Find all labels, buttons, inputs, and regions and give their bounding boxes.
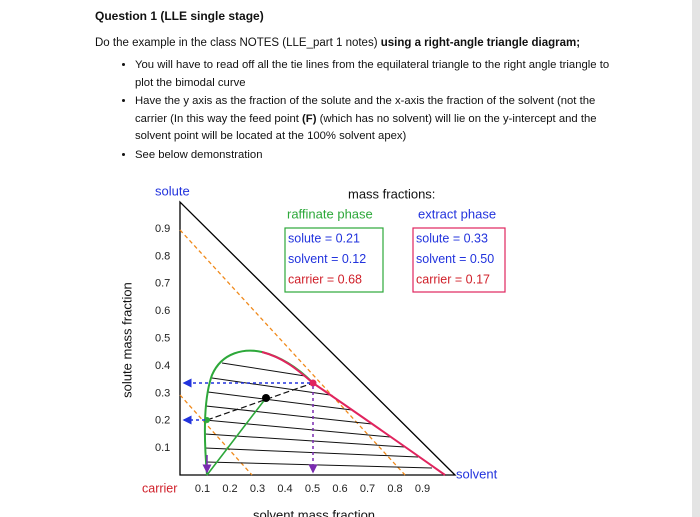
raffinate-title: raffinate phase — [287, 206, 373, 221]
y-tick-label: 0.2 — [155, 415, 170, 427]
x-tick-label: 0.7 — [360, 483, 375, 495]
y-tick-label: 0.9 — [155, 223, 170, 235]
apex-right: solvent — [456, 466, 498, 481]
intro: Do the example in the class NOTES (LLE_p… — [95, 37, 580, 49]
apex-top: solute — [155, 183, 190, 198]
y-tick-label: 0.3 — [155, 387, 170, 399]
x-tick-label: 0.4 — [277, 483, 292, 495]
operating-line — [206, 382, 314, 421]
bullet-list: You will have to read off all the tie li… — [100, 57, 615, 165]
extract-value: solvent = 0.50 — [416, 252, 494, 266]
bullet: You will have to read off all the tie li… — [135, 57, 615, 92]
question-title: Question 1 (LLE single stage) — [95, 9, 264, 23]
x-tick-label: 0.3 — [250, 483, 265, 495]
raffinate-box — [284, 227, 384, 293]
x-tick-label: 0.6 — [332, 483, 347, 495]
y-tick-label: 0.6 — [155, 305, 170, 317]
extract-value: solute = 0.33 — [416, 231, 488, 245]
x-tick-label: 0.8 — [387, 483, 402, 495]
tie-lines — [204, 362, 433, 469]
bullet-text: (which has no solvent) will lie on the y… — [135, 112, 597, 143]
mass-fractions-title: mass fractions: — [348, 186, 435, 201]
raffinate-value: solute = 0.21 — [288, 231, 360, 245]
extract-curve — [261, 351, 446, 476]
intro-bold: using a right-angle triangle diagram; — [380, 37, 581, 49]
y-tick-label: 0.7 — [155, 278, 170, 290]
x-tick-label: 0.9 — [415, 483, 430, 495]
bullet-text: (F) — [302, 112, 317, 125]
bullet-text: See below demonstration — [135, 148, 263, 161]
extract-box — [412, 227, 506, 293]
x-tick-label: 0.1 — [195, 483, 210, 495]
bullet-text: You will have to read off all the tie li… — [135, 59, 610, 89]
raffinate-point — [204, 417, 210, 423]
bullet: Have the y axis as the fraction of the s… — [135, 93, 615, 146]
y-tick-label: 0.1 — [155, 442, 170, 454]
x-tick-label: 0.5 — [305, 483, 320, 495]
mix-point — [262, 394, 270, 402]
bullet-text: Have the y axis as the fraction of the s… — [135, 95, 596, 125]
y-tick-label: 0.8 — [155, 250, 170, 262]
raffinate-value: carrier = 0.68 — [288, 272, 362, 286]
raffinate-value: solvent = 0.12 — [288, 252, 366, 266]
extract-title: extract phase — [418, 206, 496, 221]
bullet: See below demonstration — [135, 147, 615, 165]
x-tick-label: 0.2 — [222, 483, 237, 495]
triangle — [179, 200, 457, 476]
y-axis-label: solute mass fraction — [119, 282, 134, 398]
orange-lines — [179, 229, 406, 476]
frame-edge — [692, 0, 700, 517]
apex-left: carrier — [142, 481, 177, 495]
extract-value: carrier = 0.17 — [416, 272, 490, 286]
extract-point — [309, 379, 317, 387]
intro-text: Do the example in the class NOTES (LLE_p… — [95, 37, 381, 49]
y-tick-label: 0.5 — [155, 333, 170, 345]
y-tick-label: 0.4 — [155, 360, 170, 372]
green-line — [206, 397, 267, 476]
x-axis-label: solvent mass fraction — [253, 507, 375, 517]
